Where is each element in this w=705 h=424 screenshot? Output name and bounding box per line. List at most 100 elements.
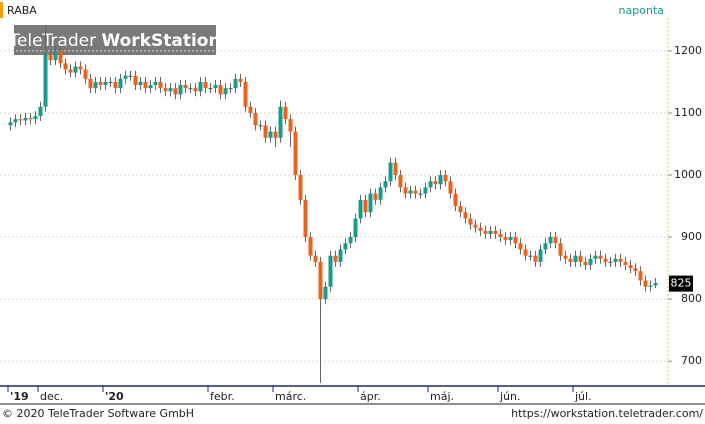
candle-body [268, 131, 273, 138]
candle-body [118, 78, 123, 89]
candle-body [573, 255, 578, 262]
candle-body [8, 122, 13, 126]
candle-body [233, 78, 238, 89]
candle-body [288, 119, 293, 132]
x-tick-label: júl. [574, 390, 592, 403]
candle-body [503, 237, 508, 241]
candle-body [203, 81, 208, 89]
candle-body [628, 264, 633, 269]
y-tick-label: 800 [681, 292, 702, 305]
candle-body [458, 206, 463, 213]
candle-body [583, 261, 588, 265]
candle-body [243, 81, 248, 107]
candle-body [273, 131, 278, 138]
candle-body [408, 190, 413, 194]
candle-body [363, 199, 368, 213]
candle-body [48, 53, 53, 61]
candle-body [418, 193, 423, 195]
candle-body [423, 187, 428, 194]
candle-body [258, 125, 263, 127]
candle-body [18, 119, 23, 121]
candle-body [618, 258, 623, 262]
candle-body [403, 187, 408, 194]
candle-body [448, 181, 453, 194]
chart-title: RABA [7, 4, 37, 17]
candle-body [188, 88, 193, 90]
interval: naponta [619, 4, 664, 17]
url: https://workstation.teletrader.com/ [511, 407, 703, 420]
candle-body [568, 258, 573, 262]
title-marker [0, 2, 3, 18]
candle-body [78, 66, 83, 70]
candle-body [123, 75, 128, 79]
candle-body [168, 88, 173, 92]
candle-body [638, 271, 643, 281]
candle-body [493, 230, 498, 234]
candle-body [38, 106, 43, 117]
candle-body [353, 218, 358, 238]
candle-body [213, 85, 218, 89]
candle-body [43, 53, 48, 107]
watermark-box [14, 25, 216, 55]
candle-body [508, 237, 513, 241]
candle-body [58, 50, 63, 64]
candle-body [138, 81, 143, 86]
x-tick-label: márc. [275, 390, 306, 403]
x-tick-label: febr. [210, 390, 235, 403]
last-price-label: 825 [671, 277, 692, 290]
candle-body [183, 85, 188, 89]
candle-body [63, 63, 68, 70]
candle-body [113, 81, 118, 89]
candle-body [633, 268, 638, 272]
candle-body [623, 261, 628, 265]
candle-body [643, 280, 648, 287]
x-tick-label: '20 [105, 390, 124, 403]
candle-body [293, 131, 298, 176]
candle-body [358, 199, 363, 219]
candle-body [103, 81, 108, 86]
candle-body [153, 81, 158, 86]
y-tick-label: 700 [681, 354, 702, 367]
candle-body [318, 261, 323, 300]
candle-body [588, 258, 593, 265]
candle-body [608, 261, 613, 263]
candle-body [93, 81, 98, 89]
watermark-word: TeleTrader [8, 31, 96, 51]
candle-body [298, 175, 303, 200]
watermark: TeleTrader WorkStation [8, 31, 220, 51]
candle-body [218, 85, 223, 95]
candle-body [553, 237, 558, 244]
candle-body [248, 106, 253, 113]
candle-body [338, 249, 343, 262]
candle-body [278, 106, 283, 138]
candle-body [228, 88, 233, 90]
candle-body [548, 237, 553, 244]
candle-body [23, 117, 28, 121]
candle-body [83, 69, 88, 79]
y-tick-label: 1100 [674, 106, 702, 119]
candle-body [28, 117, 33, 120]
candle-body [303, 199, 308, 238]
candle-body [378, 187, 383, 200]
candle-body [593, 255, 598, 259]
candle-body [283, 106, 288, 120]
candle-body [398, 175, 403, 188]
candle-body [453, 193, 458, 207]
x-tick-label: jún. [499, 390, 521, 403]
y-tick-label: 1000 [674, 168, 702, 181]
candle-body [428, 181, 433, 188]
candle-body [53, 50, 58, 61]
candle-body [433, 181, 438, 185]
x-tick-label: dec. [40, 390, 63, 403]
candle-body [68, 69, 73, 73]
candle-body [473, 224, 478, 228]
candle-body [263, 125, 268, 138]
candle-body [603, 258, 608, 262]
x-tick-label: '19 [10, 390, 29, 403]
candle-body [443, 175, 448, 182]
candle-body [368, 193, 373, 213]
candle-body [33, 116, 38, 120]
candle-body [313, 255, 318, 262]
